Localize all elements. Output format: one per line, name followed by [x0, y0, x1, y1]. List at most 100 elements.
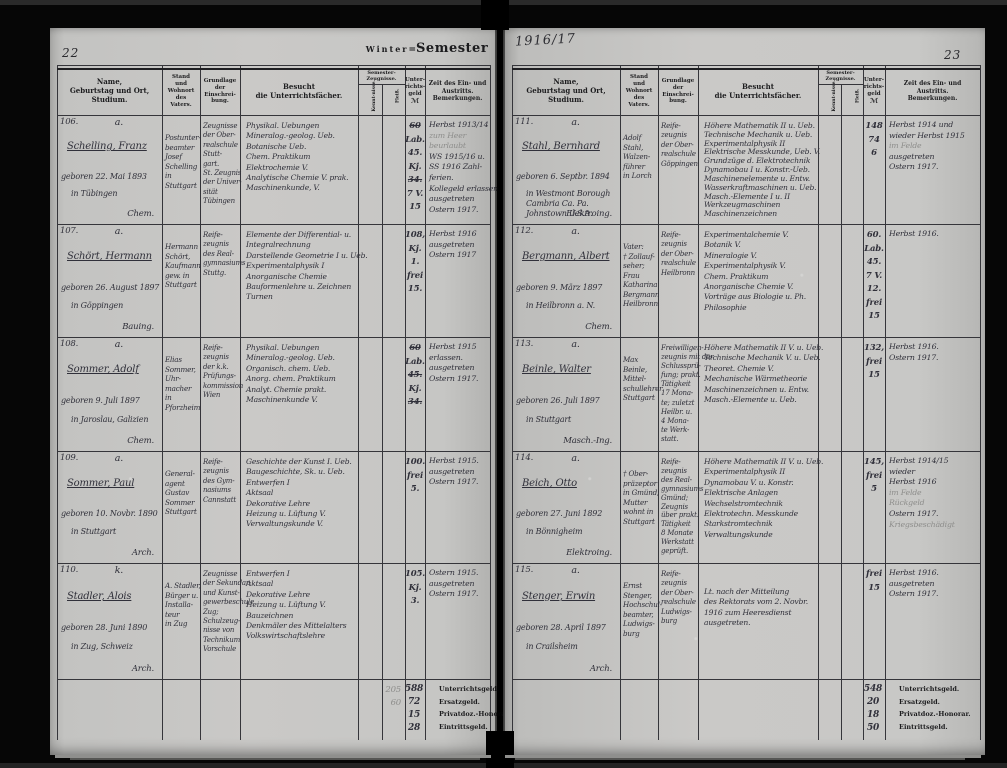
- entry-grundlage-line: gymnasiums: [203, 259, 246, 268]
- entry-stand-line: Gustav: [165, 488, 190, 497]
- entry-fee: frei: [866, 569, 882, 579]
- header-zeit: Zeit des Ein- und Austritts. Bemerkungen.: [886, 70, 979, 113]
- totals-label: Privatdoz.-Honorar.: [439, 710, 511, 718]
- entry-subject-line: Dynamobau I u. Konstr.-Ueb.: [704, 165, 810, 175]
- entry-stand-line: Beinle,: [623, 364, 647, 374]
- entry-stand-line: beamter: [165, 142, 195, 152]
- row-rule: [512, 451, 980, 452]
- header-name-line: Studium.: [91, 94, 128, 104]
- header-name: Name, Geburtstag und Ort, Studium.: [513, 70, 619, 113]
- entry-subject-line: Integralrechnung: [246, 240, 311, 250]
- entry-stand-line: Ludwigs-: [623, 619, 655, 628]
- entry-fee: 5: [871, 484, 877, 494]
- totals-label: Privatdoz.-Honorar.: [899, 710, 971, 718]
- entry-remark-line: Ostern 1917.: [429, 477, 479, 487]
- header-name-line: Geburtstag und Ort,: [69, 86, 150, 96]
- entry-subject-line: Maschinenzeichnen u. Entw.: [704, 384, 809, 394]
- entry-remark-line: ausgetreten: [429, 466, 475, 476]
- semester-year-handwritten: 1916/17: [514, 31, 577, 50]
- entry-study: Chem.: [127, 436, 154, 446]
- entry-fee: 100.: [405, 457, 425, 467]
- column-rule: [512, 65, 513, 740]
- entry-name: Stenger, Erwin: [522, 590, 596, 602]
- entry-stand-line: Stahl,: [623, 142, 644, 152]
- entry-grundlage-line: Technikum: [203, 635, 241, 644]
- entry-remark-line: ausgetreten: [429, 194, 475, 204]
- zeugnisse-subcolumn-rule: [381, 84, 383, 740]
- entry-stand-line: Bürger u.: [165, 590, 199, 600]
- entry-fee: frei: [866, 356, 882, 367]
- entry-fee: 15: [868, 582, 880, 593]
- header-geld-line: richts-: [863, 83, 885, 90]
- entry-grundlage-line: Reife-: [203, 231, 223, 239]
- entry-subject-line: Lt. nach der Mitteilung: [704, 587, 789, 596]
- entry-subject-line: Dekorative Lehre: [246, 498, 310, 508]
- entry-subject-line: Physikal. Uebungen: [246, 343, 320, 352]
- entry-born: geboren 22. Mai 1893: [61, 171, 147, 181]
- header-geld-line: Unter-: [864, 76, 885, 83]
- entry-grundlage-line: Reife-: [661, 122, 681, 130]
- totals-label: Eintrittsgeld.: [899, 722, 948, 731]
- entry-fee: 145,: [864, 457, 884, 467]
- table-top-rule: [512, 68, 980, 70]
- entry-grundlage-line: Reife-: [661, 458, 681, 466]
- entry-subject-line: des Rektorats vom 2. Novbr.: [704, 597, 808, 607]
- header-name-line: Studium.: [548, 94, 584, 104]
- row-rule: [512, 337, 980, 338]
- entry-mark: a.: [571, 565, 580, 576]
- column-rule: [885, 65, 886, 740]
- entry-born: geboren 28. April 1897: [516, 623, 606, 633]
- entry-study: Elektroing.: [566, 548, 612, 558]
- header-fleiss: Fleiß.: [855, 88, 861, 103]
- entry-place: in Crailsheim: [526, 641, 578, 651]
- entry-stand-line: Schelling: [165, 161, 198, 171]
- entry-grundlage-line: 17 Mona-: [661, 389, 693, 398]
- entry-subject-line: Philosophie: [704, 302, 747, 312]
- entry-subject-line: Verwaltungskunde: [704, 529, 773, 539]
- entry-grundlage-line: Reife-: [203, 458, 223, 466]
- totals-amount: 28: [407, 723, 421, 733]
- entry-stand-line: präzeptor: [623, 478, 657, 488]
- header-bottom-rule: [512, 115, 980, 116]
- entry-grundlage-line: Reife-: [661, 570, 681, 578]
- entry-stand-line: † Zollauf-: [623, 251, 655, 261]
- entry-stand-line: in: [165, 393, 172, 402]
- column-rule: [863, 65, 864, 740]
- header-geld-line: ℳ: [410, 97, 420, 106]
- entry-study: Chem.: [585, 322, 612, 332]
- entry-stand-line: Elias: [165, 355, 182, 364]
- header-geld: Unter-richts-geld ℳ: [864, 70, 884, 113]
- entry-subject-line: Experimentalphysik II: [704, 467, 786, 477]
- entry-fee: 1.: [410, 257, 420, 267]
- entry-stand-line: Stuttgart: [623, 516, 655, 526]
- entry-stand-line: Max: [623, 355, 639, 364]
- entry-study: Bauing.: [122, 322, 154, 332]
- entry-stand-line: Stuttgart: [165, 180, 197, 190]
- entry-subject-line: Vorträge aus Biologie u. Ph.: [704, 292, 807, 302]
- header-besucht-line: Besucht: [283, 81, 315, 91]
- header-grundlage: Grundlage der Einschrei-bung.: [659, 70, 697, 113]
- entry-grundlage-line: zeugnis: [203, 467, 229, 476]
- entry-subject-line: Masch.-Elemente u. Ueb.: [704, 395, 797, 404]
- entry-subject-line: Chem. Praktikum: [704, 271, 769, 281]
- entry-stand-line: gew. in: [165, 270, 190, 280]
- entry-remark-line: Ostern 1917: [429, 250, 477, 260]
- zeugnisse-split-rule: [818, 84, 863, 85]
- entry-stand-line: Stuttgart: [623, 393, 655, 402]
- entry-subject-line: Baugeschichte, Sk. u. Ueb.: [246, 467, 345, 477]
- entry-subject-line: Mineralogie V.: [704, 250, 757, 260]
- header-zeit-line: Bemerkungen.: [432, 95, 483, 103]
- entry-stand-line: Stuttgart: [165, 507, 197, 516]
- entry-subject-line: Elektrische Messkunde, Ueb. V.: [704, 147, 820, 157]
- entry-stand-line: Postunter-: [165, 133, 201, 142]
- entry-name: Schelling, Franz: [67, 141, 147, 153]
- page-stack-edge2-right: [515, 758, 965, 760]
- header-besucht-line: Besucht: [742, 81, 774, 91]
- entry-subject-line: Anorganische Chemie: [246, 271, 327, 281]
- entry-grundlage-line: 4 Mona-: [661, 416, 689, 425]
- entry-subject-line: Starkstromtechnik: [704, 519, 773, 529]
- entry-grundlage-line: Wien: [203, 391, 221, 399]
- header-name-line: Name,: [96, 77, 123, 87]
- header-stand: Stand und Wohnort des Vaters.: [621, 70, 657, 113]
